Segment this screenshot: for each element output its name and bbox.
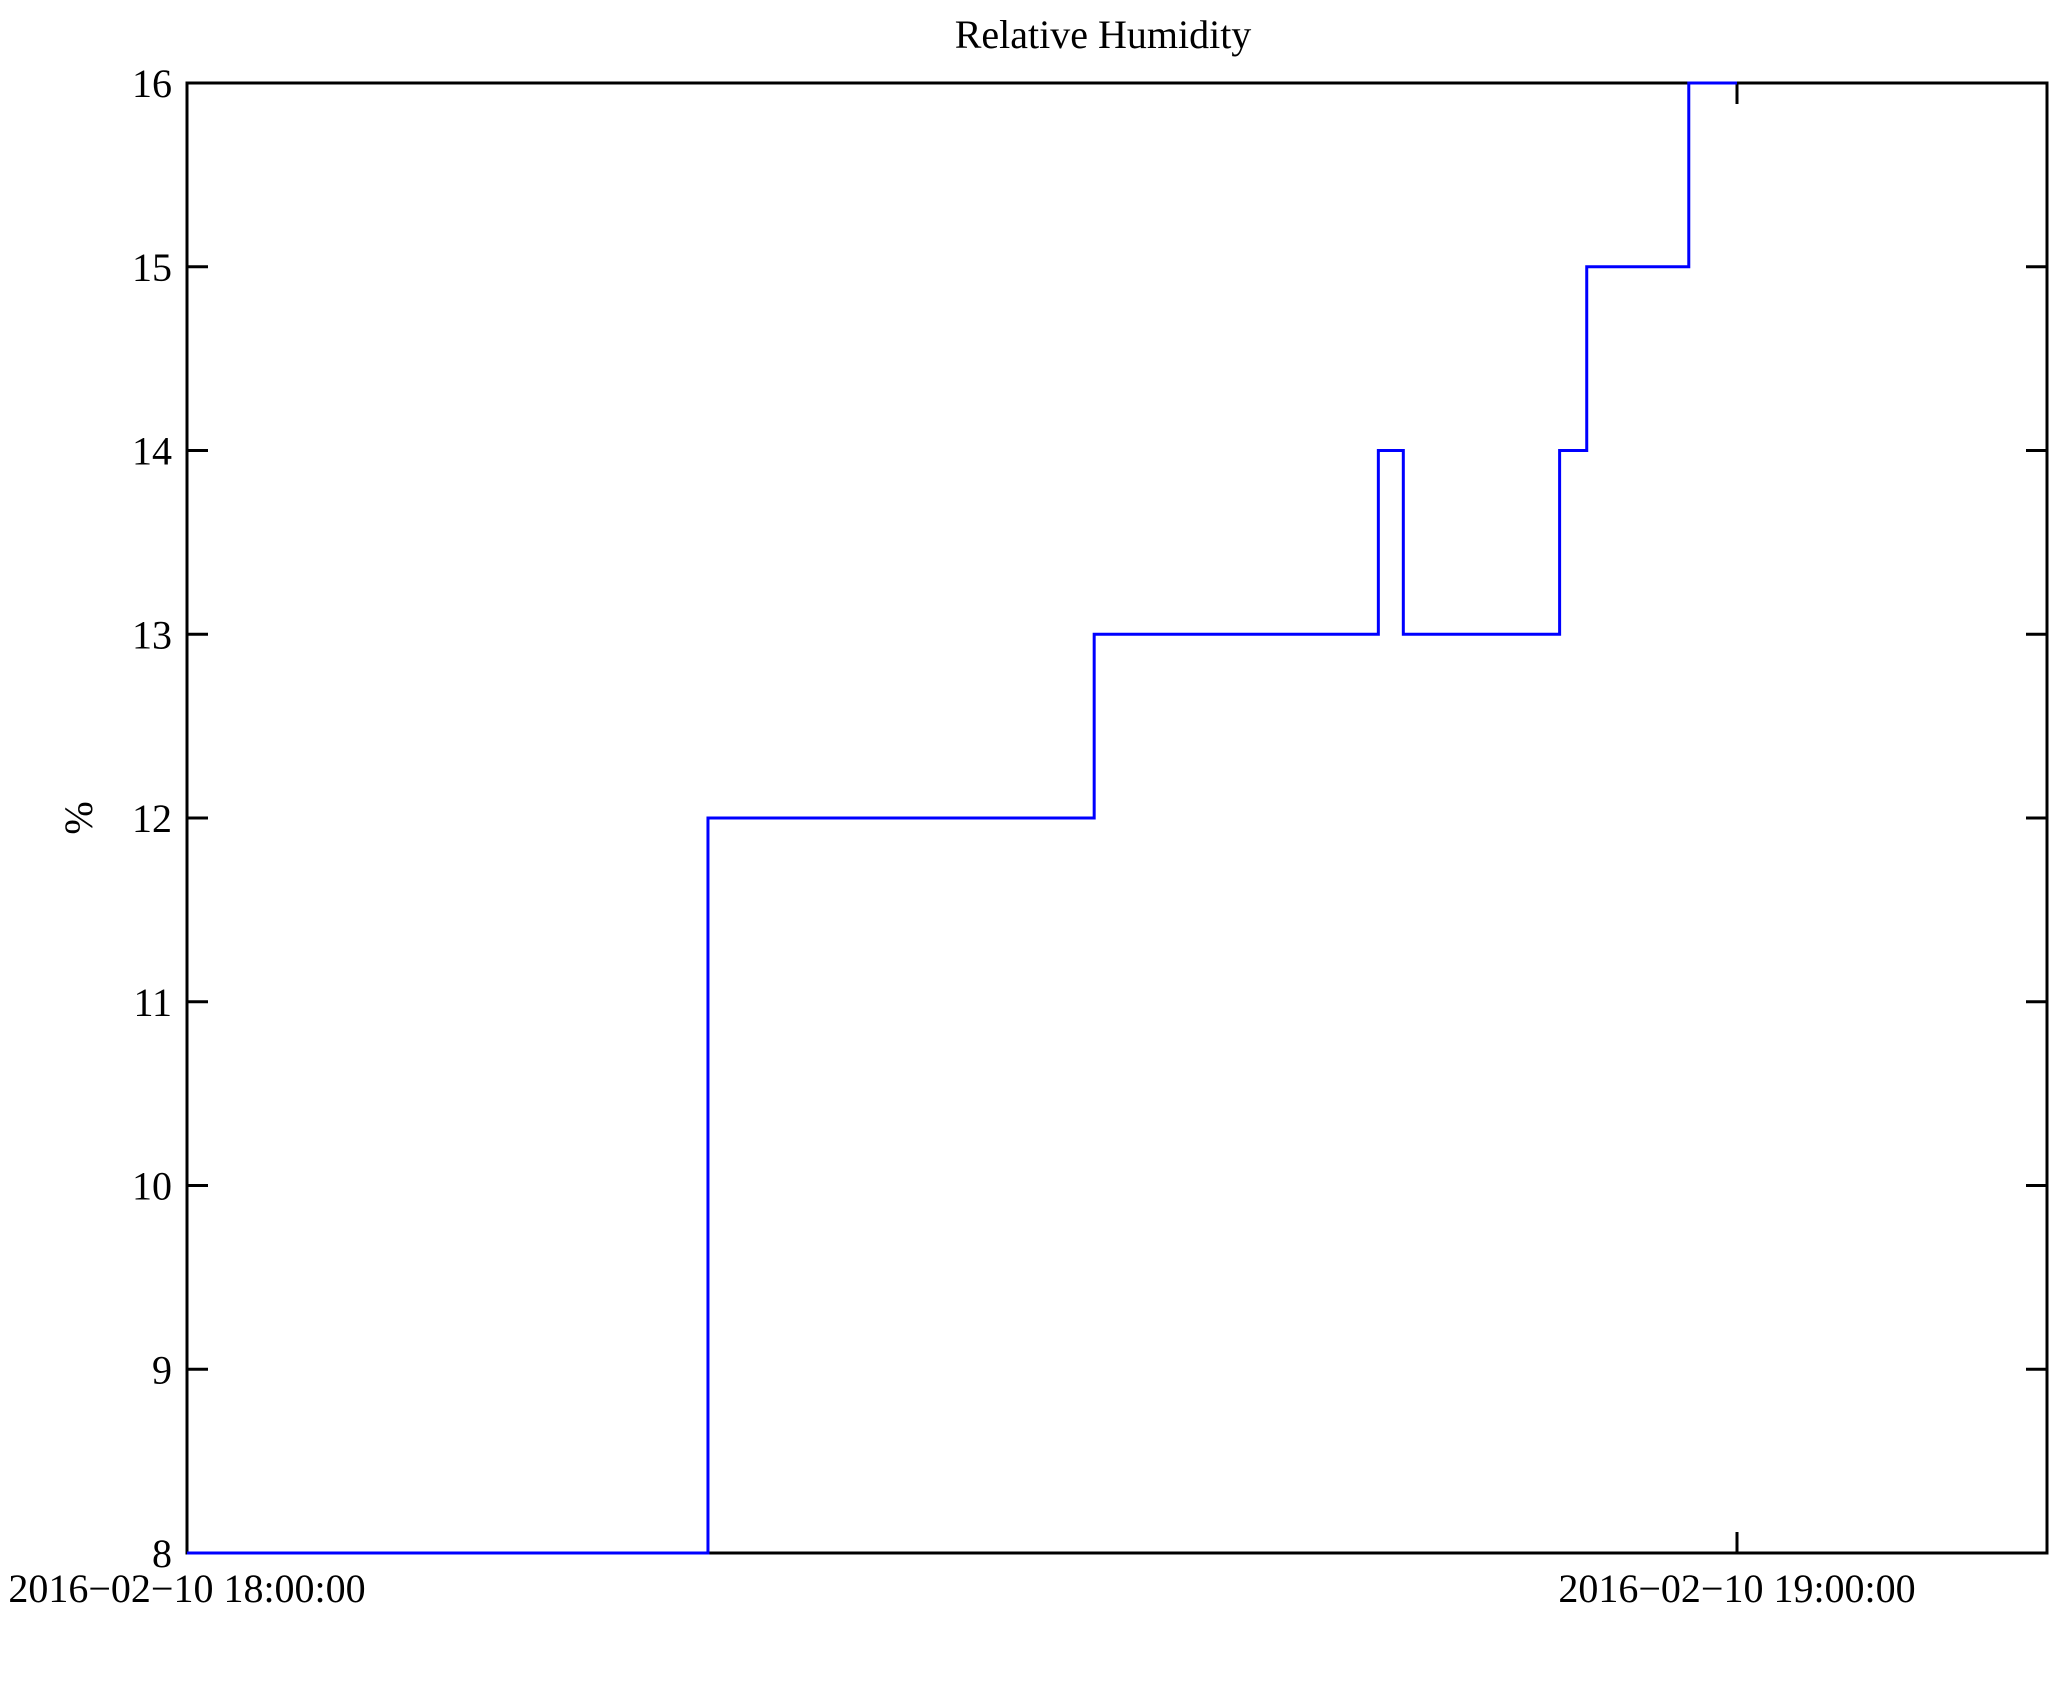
y-tick-label: 13	[132, 612, 172, 657]
x-tick-label: 2016−02−10 18:00:00	[8, 1566, 365, 1611]
y-tick-label: 11	[133, 980, 172, 1025]
x-tick-label: 2016−02−10 19:00:00	[1558, 1566, 1915, 1611]
y-tick-label: 15	[132, 245, 172, 290]
y-tick-label: 14	[132, 429, 172, 474]
y-tick-label: 9	[152, 1347, 172, 1392]
axis-ticks	[185, 81, 2047, 1555]
chart-title: Relative Humidity	[955, 12, 1252, 57]
plot-frame	[185, 81, 2049, 1555]
y-axis-label: %	[56, 801, 101, 834]
data-series	[187, 81, 1737, 1555]
y-tick-label: 8	[152, 1531, 172, 1576]
humidity-step-line	[187, 81, 1737, 1555]
y-tick-label: 10	[132, 1164, 172, 1209]
y-tick-label: 16	[132, 61, 172, 106]
y-tick-label: 12	[132, 796, 172, 841]
axis-tick-labels: 8 9 10 11 12 13 14 15 16 2016−02−10 18:00:00 2016−…	[8, 61, 1915, 1611]
